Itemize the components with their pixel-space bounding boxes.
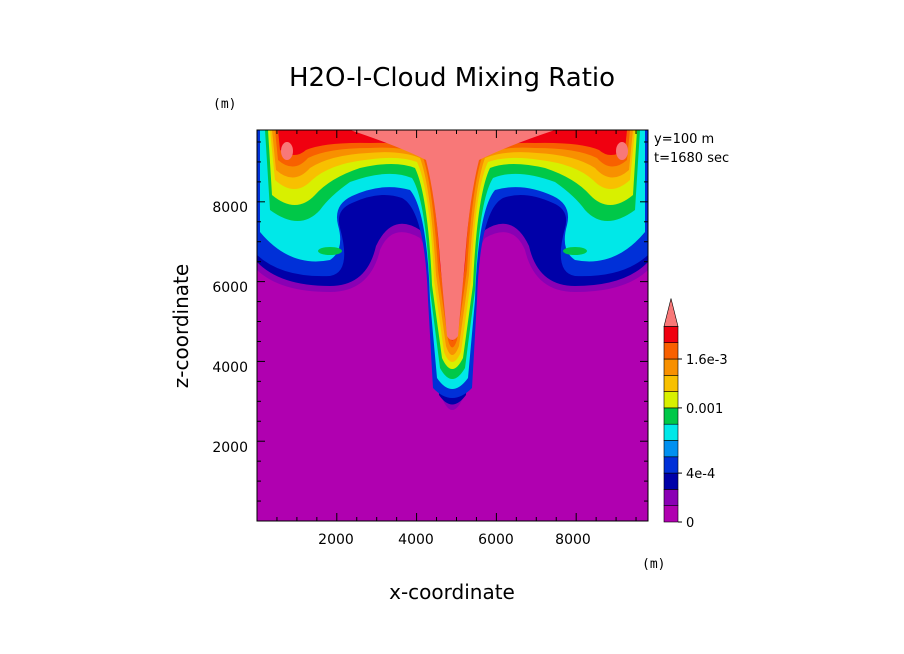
colorbar-tick-label: 0.001 — [686, 402, 723, 417]
x-tick-label-4000: 4000 — [398, 532, 434, 548]
colorbar-swatch — [663, 440, 679, 458]
annotation-y-position: y=100 m — [654, 132, 714, 147]
x-axis-unit: (m) — [642, 557, 665, 572]
colorbar: 0 4e-4 0.001 1.6e-3 — [663, 298, 728, 531]
chart-title: H2O-l-Cloud Mixing Ratio — [289, 63, 615, 93]
x-tick-label-2000: 2000 — [318, 532, 354, 548]
colorbar-swatch — [663, 472, 679, 490]
colorbar-extend-triangle — [663, 298, 679, 327]
colorbar-swatch — [663, 489, 679, 506]
colorbar-swatch — [663, 407, 679, 425]
x-axis-label: x-coordinate — [389, 580, 515, 604]
colorbar-tick-label: 1.6e-3 — [686, 353, 728, 368]
colorbar-swatch — [663, 342, 679, 360]
y-axis-label: z-coordinate — [169, 264, 193, 388]
annotation-time: t=1680 sec — [654, 151, 729, 166]
x-tick-label-8000: 8000 — [555, 532, 591, 548]
contour-band-core — [350, 130, 555, 340]
colorbar-swatch — [663, 423, 679, 441]
colorbar-swatch — [663, 505, 679, 523]
colorbar-tick-label: 0 — [686, 516, 694, 531]
contour-spot-right-core — [616, 142, 628, 160]
contour-spot-left-core — [281, 142, 293, 160]
x-tick-label-6000: 6000 — [478, 532, 514, 548]
cloud-field — [257, 130, 648, 521]
colorbar-tick-label: 4e-4 — [686, 467, 715, 482]
contour-spot-left-green — [318, 247, 342, 255]
colorbar-swatch — [663, 326, 679, 343]
y-tick-label-4000: 4000 — [212, 360, 248, 376]
y-tick-label-2000: 2000 — [212, 440, 248, 456]
y-axis-unit: (m) — [213, 97, 236, 112]
axis-ticks — [257, 130, 648, 521]
colorbar-swatch — [663, 358, 679, 376]
contour-spot-right-green — [563, 247, 587, 255]
colorbar-swatch — [663, 374, 679, 392]
colorbar-swatch — [663, 456, 679, 474]
colorbar-swatch — [663, 391, 679, 409]
plot-frame — [256, 129, 649, 522]
y-tick-label-8000: 8000 — [212, 200, 248, 216]
y-tick-label-6000: 6000 — [212, 280, 248, 296]
